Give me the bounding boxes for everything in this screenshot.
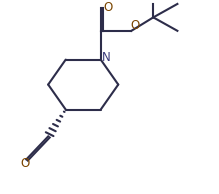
- Text: O: O: [130, 19, 139, 32]
- Text: O: O: [20, 157, 29, 170]
- Text: O: O: [104, 1, 113, 14]
- Text: N: N: [102, 51, 111, 64]
